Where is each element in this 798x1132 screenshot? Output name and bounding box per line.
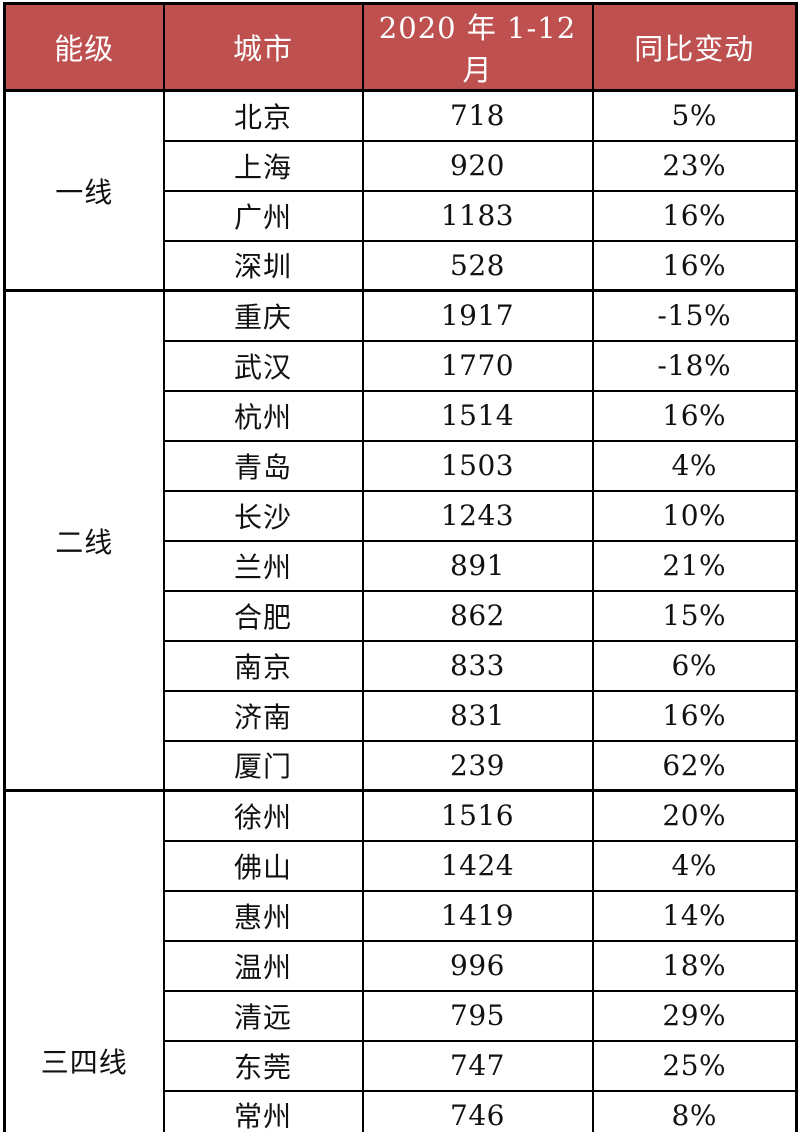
city-cell: 佛山 <box>162 839 364 892</box>
value-cell: 795 <box>361 989 594 1042</box>
value-cell: 746 <box>361 1089 594 1132</box>
header-value: 2020 年 1-12 月 <box>361 2 594 92</box>
table-row: 广州 1183 16% <box>5 189 798 242</box>
header-row: 能级 城市 2020 年 1-12 月 同比变动 <box>3 2 798 92</box>
city-cell: 徐州 <box>162 789 364 842</box>
table-row: 厦门 239 62% <box>5 739 798 792</box>
city-cell: 重庆 <box>162 289 364 342</box>
city-cell: 深圳 <box>162 239 364 292</box>
table-row: 深圳 528 16% <box>5 239 798 292</box>
yoy-cell: 29% <box>591 989 798 1042</box>
header-city: 城市 <box>162 2 364 92</box>
city-cell: 北京 <box>162 89 364 142</box>
yoy-cell: 18% <box>591 939 798 992</box>
table-body: 一线 北京 718 5% 上海 920 23% 广州 1183 16% 深圳 528 16% 二线 重庆 19… <box>3 89 798 1132</box>
tier-cell: 二线 <box>3 289 165 792</box>
table-row: 佛山 1424 4% <box>5 839 798 892</box>
table-row: 长沙 1243 10% <box>5 489 798 542</box>
city-cell: 济南 <box>162 689 364 742</box>
yoy-cell: 8% <box>591 1089 798 1132</box>
value-cell: 239 <box>361 739 594 792</box>
value-cell: 1514 <box>361 389 594 442</box>
yoy-cell: 15% <box>591 589 798 642</box>
city-cell: 广州 <box>162 189 364 242</box>
city-cell: 合肥 <box>162 589 364 642</box>
table-row: 东莞 747 25% <box>5 1039 798 1092</box>
table-row: 兰州 891 21% <box>5 539 798 592</box>
table-row: 常州 746 8% <box>5 1089 798 1132</box>
table-row: 南京 833 6% <box>5 639 798 692</box>
city-cell: 杭州 <box>162 389 364 442</box>
yoy-cell: 25% <box>591 1039 798 1092</box>
value-cell: 996 <box>361 939 594 992</box>
tier-cell: 一线 <box>3 89 165 292</box>
value-cell: 891 <box>361 539 594 592</box>
table-row: 三四线 徐州 1516 20% <box>3 789 798 1132</box>
value-cell: 1419 <box>361 889 594 942</box>
city-cell: 厦门 <box>162 739 364 792</box>
city-cell: 东莞 <box>162 1039 364 1092</box>
table-row: 清远 795 29% <box>5 989 798 1042</box>
value-cell: 718 <box>361 89 594 142</box>
city-cell: 长沙 <box>162 489 364 542</box>
city-cell: 上海 <box>162 139 364 192</box>
yoy-cell: -15% <box>591 289 798 342</box>
table-row: 二线 重庆 1917 -15% <box>3 289 798 792</box>
value-cell: 833 <box>361 639 594 692</box>
yoy-cell: 16% <box>591 239 798 292</box>
value-cell: 1424 <box>361 839 594 892</box>
value-cell: 1503 <box>361 439 594 492</box>
yoy-cell: 23% <box>591 139 798 192</box>
yoy-cell: 16% <box>591 189 798 242</box>
value-cell: 1516 <box>361 789 594 842</box>
yoy-cell: 14% <box>591 889 798 942</box>
yoy-cell: 21% <box>591 539 798 592</box>
header-tier: 能级 <box>3 2 165 92</box>
city-cell: 清远 <box>162 989 364 1042</box>
table-row: 武汉 1770 -18% <box>5 339 798 392</box>
value-cell: 1183 <box>361 189 594 242</box>
yoy-cell: 20% <box>591 789 798 842</box>
value-cell: 1243 <box>361 489 594 542</box>
value-cell: 831 <box>361 689 594 742</box>
table-row: 杭州 1514 16% <box>5 389 798 442</box>
yoy-cell: 6% <box>591 639 798 692</box>
table-row: 合肥 862 15% <box>5 589 798 642</box>
table-row: 上海 920 23% <box>5 139 798 192</box>
yoy-cell: 62% <box>591 739 798 792</box>
yoy-cell: 10% <box>591 489 798 542</box>
value-cell: 1917 <box>361 289 594 342</box>
table-row: 温州 996 18% <box>5 939 798 992</box>
value-cell: 862 <box>361 589 594 642</box>
city-data-table: 能级 城市 2020 年 1-12 月 同比变动 一线 北京 718 5% 上海 920 2… <box>3 2 798 1132</box>
city-cell: 兰州 <box>162 539 364 592</box>
value-cell: 920 <box>361 139 594 192</box>
city-cell: 温州 <box>162 939 364 992</box>
yoy-cell: 4% <box>591 839 798 892</box>
value-cell: 747 <box>361 1039 594 1092</box>
city-cell: 青岛 <box>162 439 364 492</box>
yoy-cell: 16% <box>591 389 798 442</box>
value-cell: 528 <box>361 239 594 292</box>
yoy-cell: 5% <box>591 89 798 142</box>
table-header: 能级 城市 2020 年 1-12 月 同比变动 <box>3 2 798 92</box>
table-row: 一线 北京 718 5% <box>3 89 798 292</box>
table-row: 济南 831 16% <box>5 689 798 742</box>
city-cell: 武汉 <box>162 339 364 392</box>
table-row: 青岛 1503 4% <box>5 439 798 492</box>
city-cell: 南京 <box>162 639 364 692</box>
header-yoy: 同比变动 <box>591 2 798 92</box>
tier-cell: 三四线 <box>3 789 165 1132</box>
yoy-cell: 4% <box>591 439 798 492</box>
table-row: 惠州 1419 14% <box>5 889 798 942</box>
city-cell: 惠州 <box>162 889 364 942</box>
yoy-cell: -18% <box>591 339 798 392</box>
value-cell: 1770 <box>361 339 594 392</box>
yoy-cell: 16% <box>591 689 798 742</box>
city-cell: 常州 <box>162 1089 364 1132</box>
